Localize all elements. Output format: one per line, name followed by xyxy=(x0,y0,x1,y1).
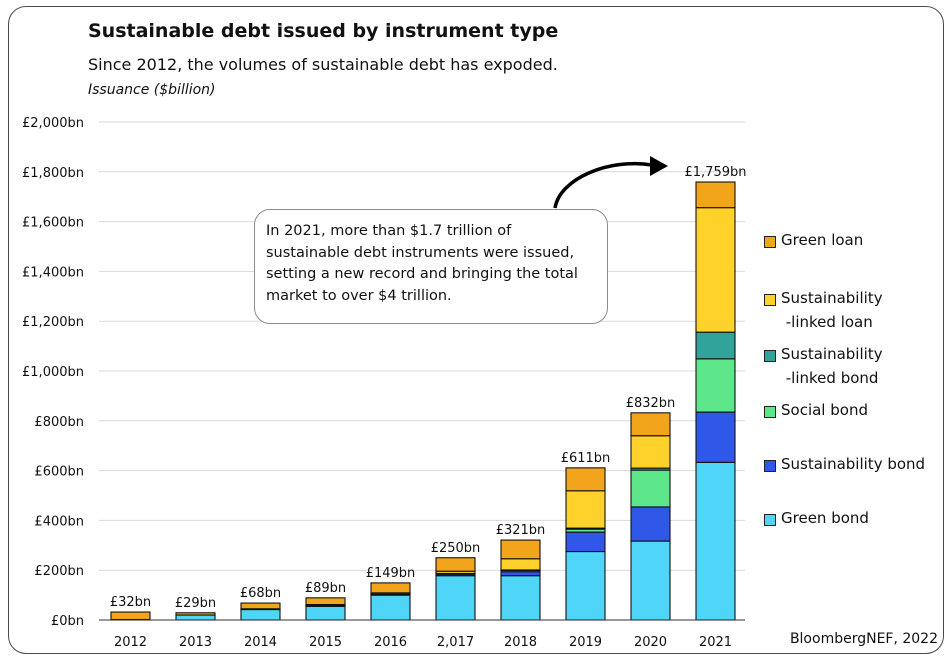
chart-frame xyxy=(8,6,944,654)
legend-label: Sustainability -linked bond xyxy=(781,345,883,387)
bar-total-labels: £32bn £29bn £68bn £89bn £149bn £250bn £321bn £6… xyxy=(110,165,747,611)
y-tick-label: £200bn xyxy=(34,564,84,579)
bar-segment xyxy=(565,490,606,529)
bar-total-label: £149bn xyxy=(366,566,416,581)
x-tick-label: 2018 xyxy=(504,635,537,650)
legend-item: Green bond xyxy=(764,509,869,530)
legend-item: Green loan xyxy=(764,231,863,252)
x-tick-label: 2021 xyxy=(699,635,732,650)
legend-item: Sustainability -linked bond xyxy=(764,345,883,390)
y-tick-label: £0bn xyxy=(51,614,84,629)
y-tick-label: £600bn xyxy=(34,465,84,480)
legend-item: Sustainability -linked loan xyxy=(764,289,883,334)
source-credit: BloombergNEF, 2022 xyxy=(789,631,938,647)
y-tick-label: £1,200bn xyxy=(22,315,84,330)
bar-segment xyxy=(695,358,736,413)
bar-segment xyxy=(630,506,671,542)
units-label: Issuance ($billion) xyxy=(88,82,216,98)
y-tick-label: £1,000bn xyxy=(22,365,84,380)
y-tick-label: £2,000bn xyxy=(22,116,84,131)
bar-segment xyxy=(435,575,476,621)
bar-segment xyxy=(175,614,216,621)
x-tick-label: 2020 xyxy=(634,635,667,650)
bar-segment xyxy=(630,540,671,621)
x-tick-label: 2016 xyxy=(374,635,407,650)
legend-item: Social bond xyxy=(764,401,868,422)
legend-label: Social bond xyxy=(781,401,868,419)
bar-total-label: £611bn xyxy=(561,451,611,466)
bar-segment xyxy=(695,207,736,333)
x-tick-label: 2014 xyxy=(244,635,277,650)
chart-subtitle: Since 2012, the volumes of sustainable d… xyxy=(88,55,558,74)
legend-swatch xyxy=(764,514,776,526)
legend-label: Green bond xyxy=(781,509,869,527)
bar-segment xyxy=(500,539,541,560)
callout-arrow xyxy=(553,161,653,209)
legend-swatch xyxy=(764,460,776,472)
y-tick-label: £1,800bn xyxy=(22,166,84,181)
x-tick-label: 2,017 xyxy=(437,635,474,650)
bar-segment xyxy=(695,331,736,360)
bar-total-label: £89bn xyxy=(305,581,346,596)
bar-segment xyxy=(500,571,541,577)
bar-segment xyxy=(630,469,671,508)
legend-label: Sustainability bond xyxy=(781,455,926,473)
legend-label: Sustainability -linked loan xyxy=(781,289,883,331)
legend-swatch xyxy=(764,294,776,306)
callout-arrowhead xyxy=(650,156,668,176)
legend-swatch xyxy=(764,406,776,418)
y-tick-label: £1,600bn xyxy=(22,216,84,231)
bar-segment xyxy=(435,557,476,572)
bar-segment xyxy=(110,611,151,621)
bar-segment xyxy=(565,550,606,621)
bar-total-label: £1,759bn xyxy=(685,165,747,180)
bar-segment xyxy=(630,435,671,469)
legend-label: Green loan xyxy=(781,231,864,249)
bar-segment xyxy=(695,411,736,463)
x-tick-label: 2013 xyxy=(179,635,212,650)
callout-line: sustainable debt instruments were issued… xyxy=(266,244,575,261)
bar-segment xyxy=(500,575,541,621)
bar-segment xyxy=(500,558,541,571)
x-tick-label: 2019 xyxy=(569,635,602,650)
bar-total-label: £832bn xyxy=(626,396,676,411)
bar-total-label: £321bn xyxy=(496,523,546,538)
x-axis-tick-labels: 2012 2013 2014 2015 2016 2,017 2018 2019 2020 202… xyxy=(114,635,732,650)
legend-item: Sustainability bond xyxy=(764,455,925,476)
bar-segment xyxy=(565,531,606,553)
bar-segment xyxy=(565,467,606,492)
bar-segment xyxy=(305,605,346,621)
bar-segment xyxy=(240,602,281,610)
chart-title: Sustainable debt issued by instrument ty… xyxy=(88,20,559,42)
callout-line: setting a new record and bringing the to… xyxy=(266,266,578,282)
y-axis-tick-labels: £0bn £200bn £400bn £600bn £800bn £1,000bn £1,2… xyxy=(22,116,84,629)
y-tick-label: £800bn xyxy=(34,415,84,430)
legend-swatch xyxy=(764,350,776,362)
bar-segment xyxy=(305,597,346,606)
y-tick-label: £1,400bn xyxy=(22,265,84,280)
bar-total-label: £32bn xyxy=(110,595,151,610)
bar-total-label: £250bn xyxy=(431,541,481,556)
bar-segment xyxy=(630,412,671,437)
bar-segment xyxy=(370,594,411,621)
annotation-callout: In 2021, more than $1.7 trillion of sust… xyxy=(254,209,608,324)
bar-segment xyxy=(240,608,281,621)
callout-line: market to over $4 trillion. xyxy=(266,287,452,304)
x-tick-label: 2015 xyxy=(309,635,342,650)
stacked-bars xyxy=(110,181,736,621)
bar-segment xyxy=(175,612,216,616)
bar-segment xyxy=(370,582,411,594)
y-tick-label: £400bn xyxy=(34,514,84,529)
legend-swatch xyxy=(764,236,776,248)
bar-segment xyxy=(695,181,736,209)
bar-total-label: £68bn xyxy=(240,586,281,601)
bar-total-label: £29bn xyxy=(175,596,216,611)
x-tick-label: 2012 xyxy=(114,635,147,650)
bar-segment xyxy=(695,461,736,621)
callout-line: In 2021, more than $1.7 trillion of xyxy=(266,223,512,239)
